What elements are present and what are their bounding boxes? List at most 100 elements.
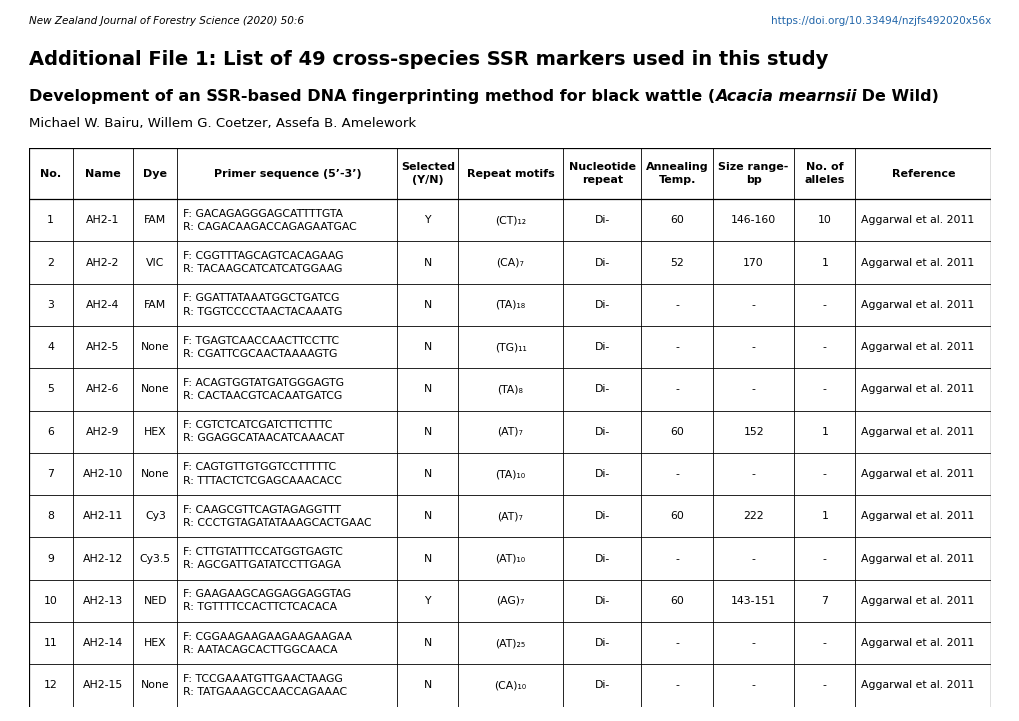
Text: Cy3: Cy3 bbox=[145, 511, 166, 521]
Text: -: - bbox=[751, 300, 755, 310]
Text: 1: 1 bbox=[820, 427, 827, 437]
Text: F: GACAGAGGGAGCATTTTGTA
R: CAGACAAGACCAGAGAATGAC: F: GACAGAGGGAGCATTTTGTA R: CAGACAAGACCAG… bbox=[183, 209, 357, 232]
Text: Di-: Di- bbox=[594, 300, 609, 310]
Text: (AT)₇: (AT)₇ bbox=[497, 511, 523, 521]
Text: Name: Name bbox=[85, 169, 120, 179]
Text: -: - bbox=[751, 384, 755, 394]
Text: Di-: Di- bbox=[594, 257, 609, 267]
Text: F: ACAGTGGTATGATGGGAGTG
R: CACTAACGTCACAATGATCG: F: ACAGTGGTATGATGGGAGTG R: CACTAACGTCACA… bbox=[183, 378, 343, 401]
Text: No. of
alleles: No. of alleles bbox=[804, 162, 844, 185]
Text: -: - bbox=[675, 384, 679, 394]
Text: AH2-10: AH2-10 bbox=[83, 469, 123, 479]
Text: Y: Y bbox=[424, 596, 431, 606]
Text: -: - bbox=[822, 300, 826, 310]
Text: N: N bbox=[423, 469, 431, 479]
Text: N: N bbox=[423, 384, 431, 394]
Text: -: - bbox=[751, 469, 755, 479]
Text: F: CAGTGTTGTGGTCCTTTTTC
R: TTTACTCTCGAGCAAACACC: F: CAGTGTTGTGGTCCTTTTTC R: TTTACTCTCGAGC… bbox=[183, 462, 341, 486]
Text: 1: 1 bbox=[47, 216, 54, 226]
Text: F: CAAGCGTTCAGTAGAGGTTT
R: CCCTGTAGATATAAAGCACTGAAC: F: CAAGCGTTCAGTAGAGGTTT R: CCCTGTAGATATA… bbox=[183, 505, 371, 528]
Text: Cy3.5: Cy3.5 bbox=[140, 554, 171, 564]
Text: N: N bbox=[423, 427, 431, 437]
Text: -: - bbox=[822, 384, 826, 394]
Text: 11: 11 bbox=[44, 638, 57, 648]
Text: AH2-2: AH2-2 bbox=[87, 257, 119, 267]
Text: 10: 10 bbox=[44, 596, 57, 606]
Text: 10: 10 bbox=[817, 216, 830, 226]
Text: 152: 152 bbox=[743, 427, 763, 437]
Text: 4: 4 bbox=[47, 342, 54, 352]
Text: No.: No. bbox=[40, 169, 61, 179]
Text: Di-: Di- bbox=[594, 342, 609, 352]
Text: 6: 6 bbox=[47, 427, 54, 437]
Text: Di-: Di- bbox=[594, 638, 609, 648]
Text: NED: NED bbox=[144, 596, 167, 606]
Text: (AT)₂₅: (AT)₂₅ bbox=[495, 638, 525, 648]
Text: (CA)₇: (CA)₇ bbox=[496, 257, 524, 267]
Text: 146-160: 146-160 bbox=[731, 216, 775, 226]
Text: Aggarwal et al. 2011: Aggarwal et al. 2011 bbox=[860, 257, 973, 267]
Text: Aggarwal et al. 2011: Aggarwal et al. 2011 bbox=[860, 554, 973, 564]
Text: N: N bbox=[423, 681, 431, 691]
Text: F: CGGTTTAGCAGTCACAGAAG
R: TACAAGCATCATCATGGAAG: F: CGGTTTAGCAGTCACAGAAG R: TACAAGCATCATC… bbox=[183, 251, 343, 274]
Text: Aggarwal et al. 2011: Aggarwal et al. 2011 bbox=[860, 216, 973, 226]
Text: 3: 3 bbox=[47, 300, 54, 310]
Text: N: N bbox=[423, 257, 431, 267]
Text: Di-: Di- bbox=[594, 216, 609, 226]
Text: 222: 222 bbox=[743, 511, 763, 521]
Text: (AG)₇: (AG)₇ bbox=[496, 596, 524, 606]
Text: https://doi.org/10.33494/nzjfs492020x56x: https://doi.org/10.33494/nzjfs492020x56x bbox=[770, 16, 990, 26]
Text: F: GGATTATAAATGGCTGATCG
R: TGGTCCCCTAACTACAAATG: F: GGATTATAAATGGCTGATCG R: TGGTCCCCTAACT… bbox=[183, 293, 342, 317]
Text: (TA)₁₀: (TA)₁₀ bbox=[495, 469, 525, 479]
Text: Y: Y bbox=[424, 216, 431, 226]
Text: 52: 52 bbox=[669, 257, 684, 267]
Text: -: - bbox=[751, 681, 755, 691]
Text: AH2-11: AH2-11 bbox=[83, 511, 123, 521]
Text: N: N bbox=[423, 638, 431, 648]
Text: 5: 5 bbox=[47, 384, 54, 394]
Text: Aggarwal et al. 2011: Aggarwal et al. 2011 bbox=[860, 469, 973, 479]
Text: Aggarwal et al. 2011: Aggarwal et al. 2011 bbox=[860, 638, 973, 648]
Text: Dye: Dye bbox=[144, 169, 167, 179]
Text: 60: 60 bbox=[669, 216, 684, 226]
Text: 143-151: 143-151 bbox=[731, 596, 775, 606]
Text: -: - bbox=[822, 681, 826, 691]
Text: (CT)₁₂: (CT)₁₂ bbox=[494, 216, 526, 226]
Text: -: - bbox=[675, 469, 679, 479]
Text: 7: 7 bbox=[47, 469, 54, 479]
Text: -: - bbox=[751, 638, 755, 648]
Text: VIC: VIC bbox=[146, 257, 164, 267]
Text: AH2-5: AH2-5 bbox=[87, 342, 119, 352]
Text: Repeat motifs: Repeat motifs bbox=[466, 169, 554, 179]
Text: Di-: Di- bbox=[594, 596, 609, 606]
Text: None: None bbox=[141, 681, 169, 691]
Text: None: None bbox=[141, 342, 169, 352]
Text: -: - bbox=[751, 342, 755, 352]
Text: 60: 60 bbox=[669, 511, 684, 521]
Text: 1: 1 bbox=[820, 257, 827, 267]
Text: (TG)₁₁: (TG)₁₁ bbox=[494, 342, 526, 352]
Text: -: - bbox=[822, 638, 826, 648]
Text: -: - bbox=[675, 681, 679, 691]
Text: HEX: HEX bbox=[144, 638, 166, 648]
Text: (CA)₁₀: (CA)₁₀ bbox=[494, 681, 526, 691]
Text: 2: 2 bbox=[47, 257, 54, 267]
Text: Aggarwal et al. 2011: Aggarwal et al. 2011 bbox=[860, 596, 973, 606]
Text: F: TGAGTCAACCAACTTCCTTC
R: CGATTCGCAACTAAAAGTG: F: TGAGTCAACCAACTTCCTTC R: CGATTCGCAACTA… bbox=[183, 335, 339, 359]
Text: (AT)₁₀: (AT)₁₀ bbox=[495, 554, 525, 564]
Text: AH2-4: AH2-4 bbox=[87, 300, 119, 310]
Text: De Wild): De Wild) bbox=[855, 89, 938, 105]
Text: AH2-9: AH2-9 bbox=[87, 427, 119, 437]
Text: -: - bbox=[822, 342, 826, 352]
Text: (AT)₇: (AT)₇ bbox=[497, 427, 523, 437]
Text: N: N bbox=[423, 554, 431, 564]
Text: -: - bbox=[751, 554, 755, 564]
Text: Di-: Di- bbox=[594, 511, 609, 521]
Text: Acacia mearnsii: Acacia mearnsii bbox=[714, 89, 855, 105]
Text: Di-: Di- bbox=[594, 427, 609, 437]
Text: Size range-
bp: Size range- bp bbox=[717, 162, 788, 185]
Text: 8: 8 bbox=[47, 511, 54, 521]
Text: Annealing
Temp.: Annealing Temp. bbox=[645, 162, 708, 185]
Text: 12: 12 bbox=[44, 681, 57, 691]
Text: F: CGTCTCATCGATCTTCTTTC
R: GGAGGCATAACATCAAACAT: F: CGTCTCATCGATCTTCTTTC R: GGAGGCATAACAT… bbox=[183, 420, 344, 443]
